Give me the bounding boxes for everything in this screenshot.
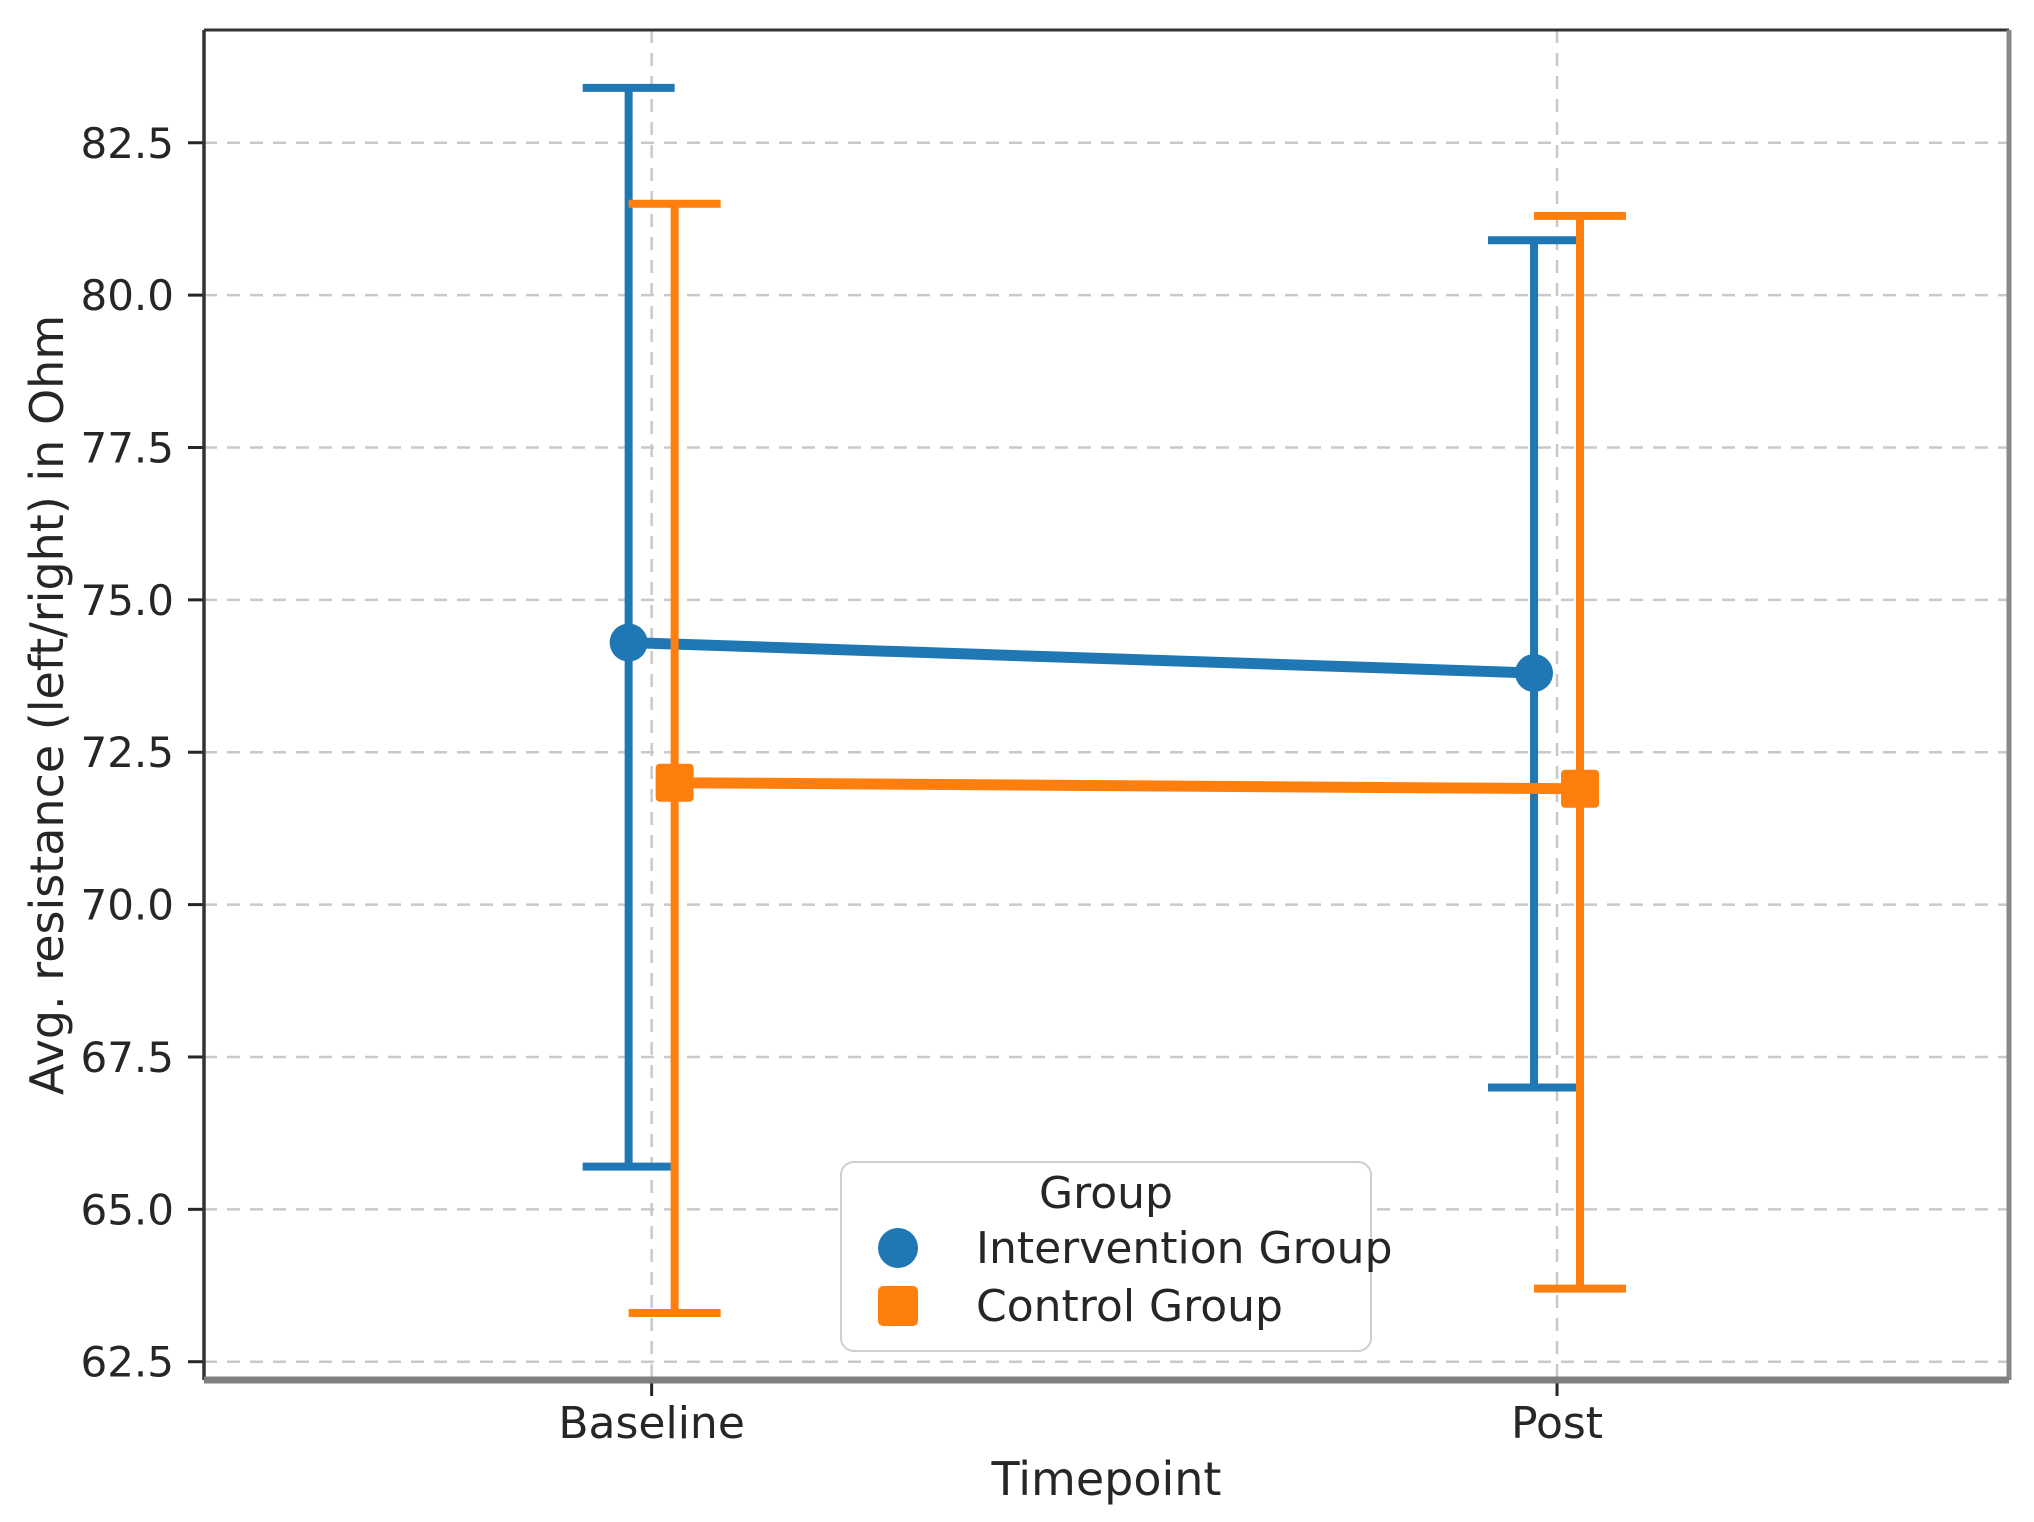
legend-title: Group [1039, 1168, 1173, 1219]
y-tick-label: 72.5 [80, 728, 174, 777]
data-point-square [655, 763, 694, 802]
legend-box: Group Intervention Group Control Group [840, 1161, 1393, 1352]
y-tick-label: 77.5 [80, 423, 174, 472]
data-point-circle [1515, 654, 1554, 693]
y-tick-label: 82.5 [80, 119, 174, 168]
y-tick-label: 75.0 [80, 576, 174, 625]
circle-marker-icon [878, 1228, 918, 1268]
legend-entry-intervention-group[interactable]: Intervention Group [842, 1219, 1393, 1277]
data-point-square [1561, 769, 1600, 808]
x-tick-label: Baseline [558, 1398, 745, 1449]
y-tick-label: 62.5 [80, 1338, 174, 1387]
legend-label: Control Group [976, 1280, 1283, 1332]
square-marker-icon [878, 1286, 918, 1326]
y-axis-title: Avg. resistance (left/right) in Ohm [20, 314, 74, 1096]
legend-label: Intervention Group [976, 1222, 1393, 1274]
series-line [628, 637, 1535, 679]
legend-entry-control-group[interactable]: Control Group [842, 1277, 1370, 1335]
series-line [674, 777, 1581, 795]
x-axis-title: Timepoint [991, 1452, 1222, 1506]
data-point-circle [609, 623, 648, 662]
x-tick-label: Post [1511, 1398, 1603, 1449]
y-tick-label: 80.0 [80, 271, 174, 320]
y-tick-label: 70.0 [80, 881, 174, 930]
y-tick-label: 67.5 [80, 1033, 174, 1082]
y-tick-label: 65.0 [80, 1185, 174, 1234]
